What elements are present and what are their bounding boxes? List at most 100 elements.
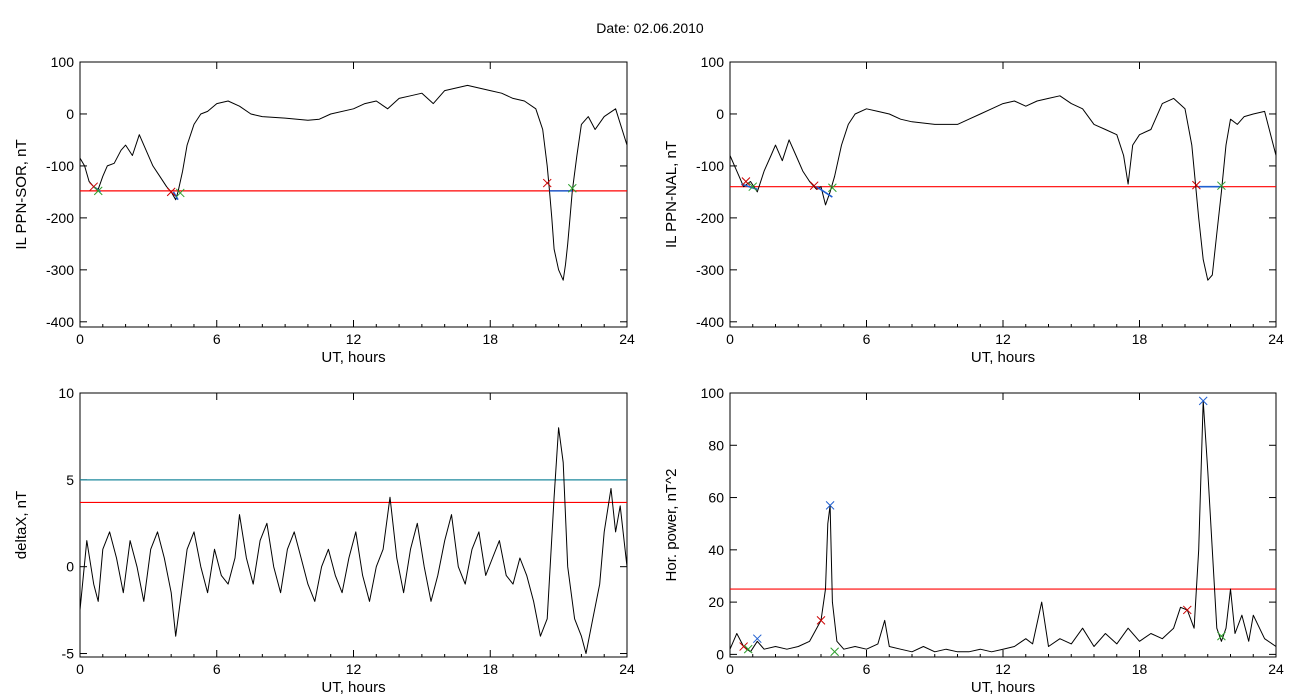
series-line [79, 427, 628, 654]
event-marker [741, 177, 751, 186]
event-marker [1198, 396, 1208, 406]
y-tick-label: 80 [708, 437, 724, 453]
x-tick-label: 6 [213, 331, 221, 347]
y-tick-label: -300 [696, 262, 724, 278]
event-marker-stroke [1217, 631, 1226, 641]
event-marker-stroke [828, 183, 837, 193]
event-marker-stroke [825, 501, 835, 510]
event-marker [1192, 180, 1201, 190]
y-tick-label: 100 [701, 385, 725, 401]
y-tick-label: -400 [696, 314, 724, 330]
x-axis-title: UT, hours [971, 349, 1035, 366]
y-tick-label: -400 [46, 314, 74, 330]
y-tick-label: -200 [46, 210, 74, 226]
event-marker-stroke [748, 182, 758, 192]
y-tick-label: -5 [62, 646, 75, 662]
y-tick-label: 20 [708, 594, 724, 610]
y-axis-title: Hor. power, nT^2 [663, 469, 680, 582]
x-tick-label: 12 [346, 331, 362, 347]
x-tick-label: 0 [76, 661, 84, 677]
x-tick-label: 6 [863, 331, 871, 347]
y-tick-label: 100 [51, 54, 75, 70]
x-tick-label: 0 [76, 331, 84, 347]
event-marker-stroke [809, 181, 819, 191]
series-line [729, 400, 1277, 653]
x-tick-label: 24 [619, 331, 635, 347]
event-marker [739, 642, 749, 651]
event-marker [809, 181, 819, 191]
event-marker-stroke [752, 634, 762, 644]
x-tick-label: 12 [995, 331, 1011, 347]
y-tick-label: -100 [696, 158, 724, 174]
x-tick-label: 0 [726, 661, 734, 677]
event-marker-stroke [743, 644, 753, 654]
x-axis-title: UT, hours [971, 679, 1035, 696]
series-line [729, 95, 1277, 281]
event-marker-stroke [816, 616, 826, 625]
event-marker [1217, 181, 1226, 191]
x-tick-label: 24 [619, 661, 635, 677]
event-marker-stroke [567, 183, 577, 193]
y-tick-label: 100 [701, 54, 725, 70]
plot-frame [729, 392, 1277, 658]
event-marker-stroke [542, 178, 552, 188]
plot-frame [79, 61, 628, 328]
y-axis-title: IL PPN-SOR, nT [13, 139, 30, 249]
event-marker [816, 616, 826, 625]
x-axis-title: UT, hours [321, 349, 385, 366]
event-marker [830, 647, 840, 657]
event-marker-stroke [1182, 605, 1192, 615]
x-tick-label: 6 [213, 661, 221, 677]
event-marker [166, 187, 176, 197]
plot-frame [79, 392, 628, 658]
panel-il-ppn-sor: 0 6 12 18 24 -400 -300 -200 -100 0 100 UT, hours IL … [13, 54, 635, 366]
event-marker [743, 644, 753, 654]
event-marker [752, 634, 762, 644]
panel-hor-power: 0 6 12 18 24 0 20 40 60 80 100 UT, hours Hor. power,… [663, 385, 1284, 696]
x-tick-label: 18 [1132, 331, 1148, 347]
event-marker-stroke [741, 177, 751, 186]
figure-date-title: Date: 02.06.2010 [596, 20, 704, 36]
x-tick-label: 12 [346, 661, 362, 677]
y-axis-title: IL PPN-NAL, nT [663, 141, 680, 248]
event-marker-stroke [93, 186, 103, 196]
x-tick-label: 18 [1132, 661, 1148, 677]
x-tick-label: 18 [482, 331, 498, 347]
event-segment [172, 191, 179, 201]
y-tick-label: -100 [46, 158, 74, 174]
event-marker [828, 183, 837, 193]
event-marker-stroke [175, 188, 185, 198]
event-marker [1217, 631, 1226, 641]
y-tick-label: 0 [66, 559, 74, 575]
event-marker [175, 188, 185, 198]
event-marker-stroke [166, 187, 176, 197]
y-tick-label: -200 [696, 210, 724, 226]
event-segment [816, 186, 833, 198]
y-tick-label: 60 [708, 490, 724, 506]
x-tick-label: 24 [1268, 331, 1284, 347]
x-tick-label: 12 [995, 661, 1011, 677]
x-tick-label: 18 [482, 661, 498, 677]
y-tick-label: 0 [66, 106, 74, 122]
plot-frame [729, 61, 1277, 328]
y-tick-label: 10 [58, 385, 74, 401]
event-marker-stroke [1217, 181, 1226, 191]
y-tick-label: -300 [46, 262, 74, 278]
event-marker [825, 501, 835, 510]
event-marker-stroke [1192, 180, 1201, 190]
event-marker [93, 186, 103, 196]
x-tick-label: 6 [863, 661, 871, 677]
y-tick-label: 0 [716, 106, 724, 122]
event-marker [567, 183, 577, 193]
event-marker-stroke [739, 642, 749, 651]
x-tick-label: 24 [1268, 661, 1284, 677]
series-line [79, 84, 628, 281]
panel-il-ppn-nal: 0 6 12 18 24 -400 -300 -200 -100 0 100 UT, hours IL … [663, 54, 1284, 366]
event-marker-stroke [1198, 396, 1208, 406]
y-axis-title: deltaX, nT [13, 491, 30, 559]
y-tick-label: 5 [66, 472, 74, 488]
x-axis-title: UT, hours [321, 679, 385, 696]
x-tick-label: 0 [726, 331, 734, 347]
